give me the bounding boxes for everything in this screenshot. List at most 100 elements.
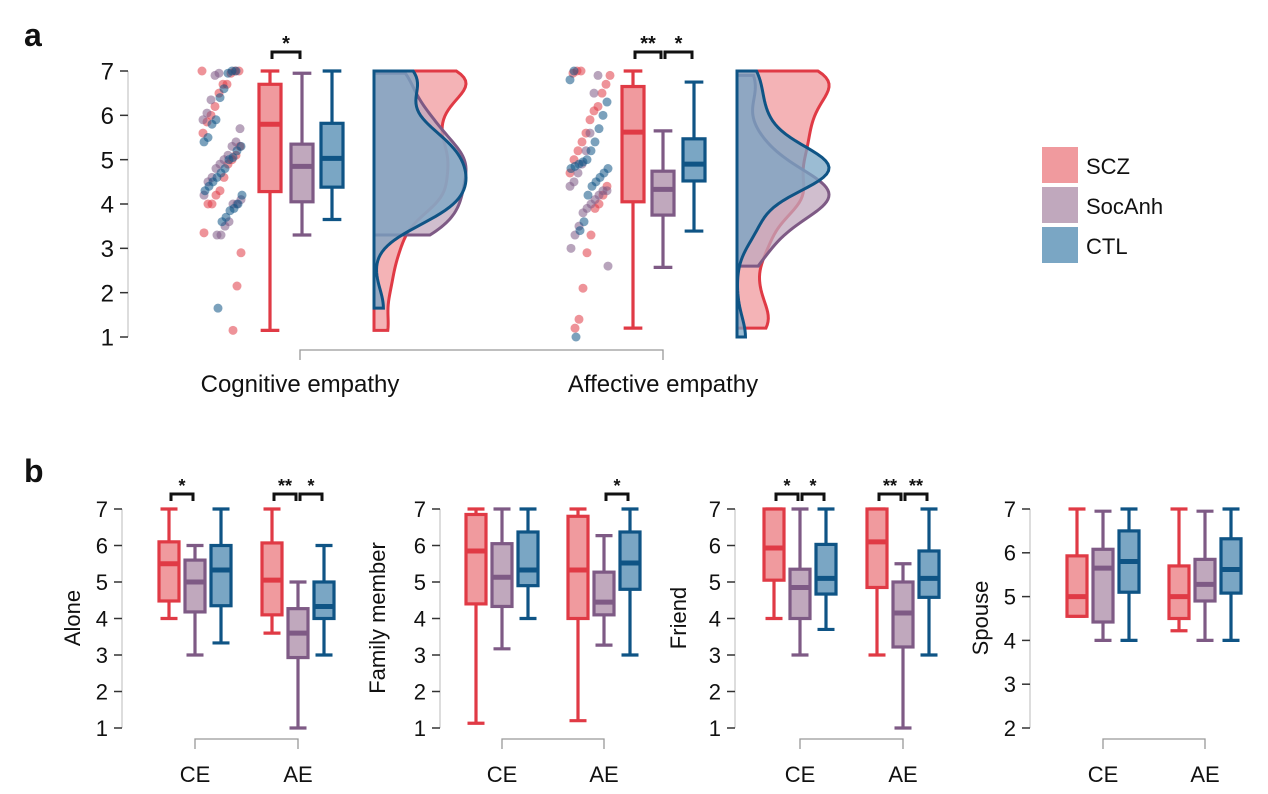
iqr-box [788,567,812,621]
data-point-socanh [566,243,576,253]
y-tick-label: 1 [96,716,108,741]
category-label: AE [589,762,618,787]
box-scz [620,69,646,330]
density-ctl [372,69,468,310]
category-label: CE [1088,762,1119,787]
iqr-box [681,137,707,183]
significance-bracket [270,50,302,59]
significance-bracket [774,492,800,501]
data-point-scz [211,190,221,200]
legend-label: CTL [1086,234,1128,259]
y-tick-label: 5 [709,570,721,595]
data-point-socanh [585,128,595,138]
data-point-ctl [237,190,247,200]
data-point-scz [232,281,242,291]
data-point-scz [589,106,599,116]
iqr-box [814,542,838,596]
y-tick-label: 7 [709,497,721,522]
category-cognitive-empathy: Cognitive empathy [197,66,468,398]
category-label: AE [888,762,917,787]
y-tick-label: 4 [414,606,426,631]
box-ce-scz [1065,507,1089,618]
data-point-scz [582,248,592,258]
y-tick-label: 6 [709,533,721,558]
data-point-ctl [598,110,608,120]
data-point-socanh [589,88,599,98]
data-point-ctl [223,68,233,78]
iqr-box [566,514,590,621]
box-ae-socanh [891,562,915,730]
legend-swatch-scz [1042,147,1078,183]
box-ce-ctl [814,507,838,632]
iqr-box [620,84,646,204]
box-ce-socanh [788,507,812,657]
significance-bracket [903,492,929,501]
data-point-scz [210,101,220,111]
y-tick-label: 3 [709,643,721,668]
panel-a-raincloud-plot: 1 2 3 4 5 6 7 Cognitive empathy Affective empath… [101,33,831,398]
data-point-ctl [225,206,235,216]
y-tick-label: 5 [414,570,426,595]
iqr-box [762,507,786,582]
data-point-socanh [578,208,588,218]
y-axis-label: Alone [60,590,85,646]
iqr-box [917,549,941,599]
data-point-socanh [206,95,216,105]
y-tick-label: 2 [414,679,426,704]
y-tick-label: 6 [1004,541,1016,566]
data-point-scz [199,228,209,238]
data-point-socanh [235,124,245,134]
data-point-scz [203,199,213,209]
panel-label-b: b [24,453,44,489]
iqr-box [289,142,315,204]
category-affective-empathy: Affective empathy [565,66,831,398]
iqr-box [183,558,207,614]
data-point-scz [605,70,615,80]
iqr-box [1219,537,1243,595]
iqr-box [319,121,345,189]
data-point-ctl [602,97,612,107]
data-point-scz [570,323,580,333]
box-ae-socanh [592,534,616,647]
data-point-ctl [199,137,209,147]
data-point-ctl [586,146,596,156]
iqr-box [650,169,676,217]
data-point-ctl [219,84,229,94]
data-point-ctl [583,190,593,200]
data-point-scz [573,146,583,156]
data-point-ctl [575,226,585,236]
significance-label: * [675,33,683,55]
y-tick-label: 7 [414,497,426,522]
y-tick-label: 1 [414,716,426,741]
box-ctl [319,69,345,222]
y-tick-label: 6 [101,103,114,130]
y-tick-label: 3 [96,643,108,668]
iqr-box [312,580,336,621]
data-point-scz [597,88,607,98]
iqr-box [209,543,233,608]
data-point-socanh [210,70,220,80]
y-axis-label: Family member [365,542,390,694]
y-tick-label: 1 [101,325,114,352]
subplot-family-member: 1 2 3 4 5 6 7 Family member CE AE * [365,476,642,787]
y-tick-label: 4 [96,606,108,631]
box-ae-ctl [917,507,941,657]
category-label: Cognitive empathy [201,371,400,398]
data-point-socanh [202,108,212,118]
box-ae-scz [865,507,889,657]
data-point-scz [577,137,587,147]
y-tick-label: 6 [96,533,108,558]
data-point-ctl [566,164,576,174]
y-tick-label: 7 [101,59,114,86]
category-label: AE [283,762,312,787]
iqr-box [464,512,488,606]
data-point-socanh [593,70,603,80]
y-tick-label: 7 [96,497,108,522]
data-point-ctl [569,66,579,76]
significance-label: * [307,476,314,496]
y-tick-label: 4 [1004,628,1016,653]
y-tick-label: 1 [709,716,721,741]
category-label: CE [487,762,518,787]
